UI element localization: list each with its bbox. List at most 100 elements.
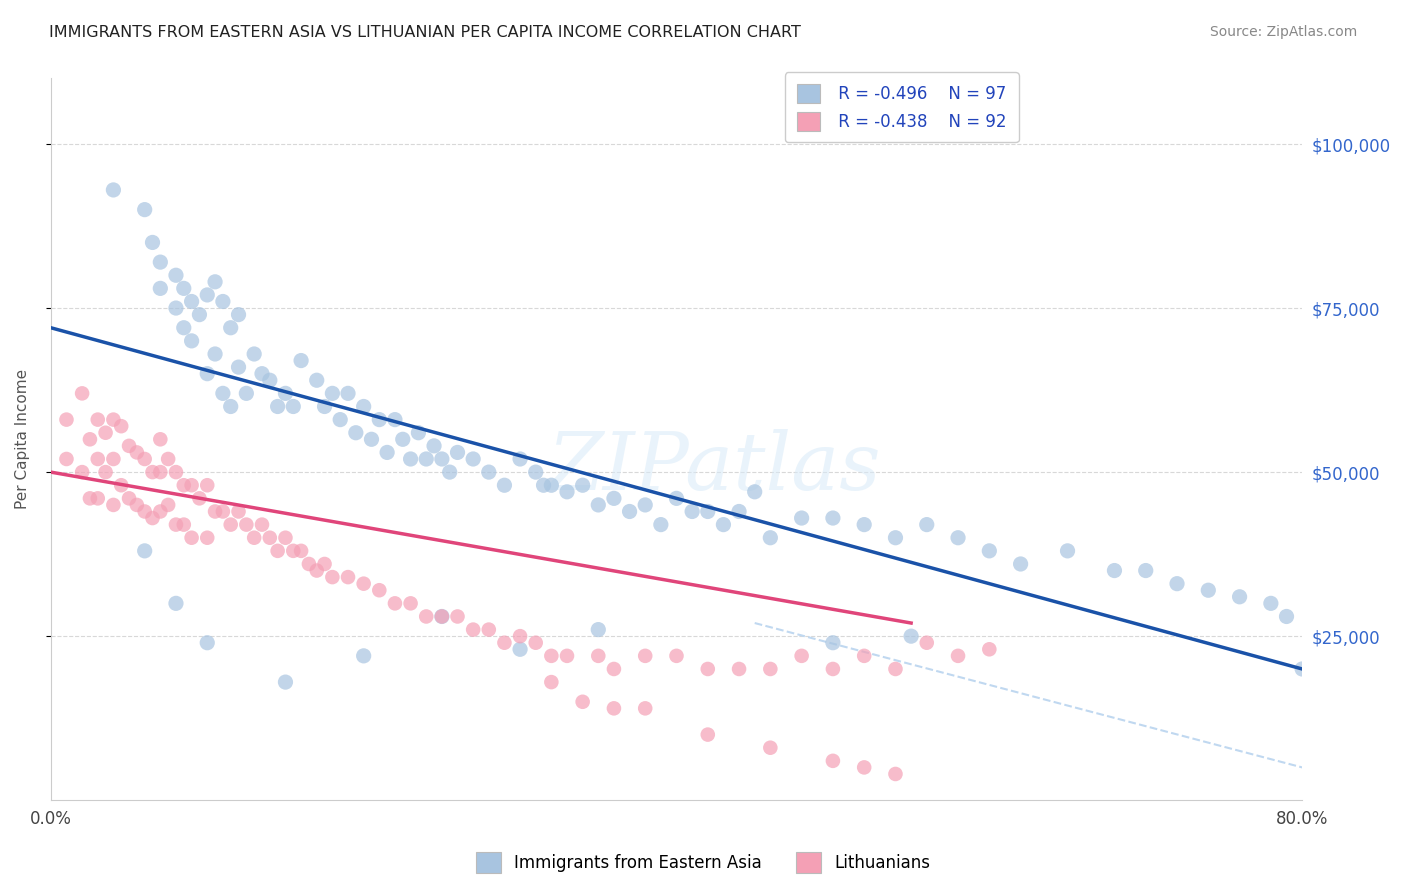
Point (665, 491, 688, 506)
Point (94, 425, 117, 440)
Point (728, 504, 751, 518)
Point (408, 425, 430, 440)
Point (790, 648, 813, 663)
Point (79, 491, 101, 506)
Point (853, 760, 876, 774)
Point (446, 609, 468, 624)
Point (329, 412, 352, 426)
Point (900, 629, 922, 643)
Point (195, 636, 218, 650)
Point (149, 255, 172, 269)
Point (141, 511, 163, 525)
Point (946, 531, 969, 545)
Point (235, 386, 257, 401)
Point (391, 432, 413, 446)
Point (853, 648, 876, 663)
Point (588, 623, 610, 637)
Point (665, 648, 688, 663)
Point (540, 675, 562, 690)
Point (141, 235, 163, 250)
Point (195, 531, 218, 545)
Point (266, 544, 288, 558)
Point (494, 636, 516, 650)
Point (125, 498, 148, 512)
Point (728, 662, 751, 676)
Point (979, 544, 1001, 558)
Point (1104, 564, 1126, 578)
Point (250, 367, 273, 381)
Point (540, 478, 562, 492)
Point (204, 275, 226, 289)
Point (696, 728, 718, 742)
Point (478, 465, 501, 479)
Point (180, 531, 202, 545)
Text: Source: ZipAtlas.com: Source: ZipAtlas.com (1209, 25, 1357, 39)
Point (243, 347, 266, 361)
Point (399, 452, 422, 467)
Point (305, 564, 328, 578)
Point (634, 701, 657, 715)
Point (353, 400, 375, 414)
Point (250, 517, 273, 532)
Point (571, 695, 593, 709)
Point (571, 478, 593, 492)
Point (55, 452, 77, 467)
Point (360, 432, 382, 446)
Point (204, 504, 226, 518)
Point (619, 504, 641, 518)
Point (524, 636, 547, 650)
Point (298, 557, 321, 571)
Point (946, 648, 969, 663)
Point (821, 662, 844, 676)
Point (110, 478, 132, 492)
Point (180, 478, 202, 492)
Legend: Immigrants from Eastern Asia, Lithuanians: Immigrants from Eastern Asia, Lithuanian… (470, 846, 936, 880)
Point (321, 386, 343, 401)
Point (235, 517, 257, 532)
Point (650, 517, 672, 532)
Point (344, 425, 367, 440)
Point (157, 498, 180, 512)
Point (603, 662, 626, 676)
Legend:  R = -0.496    N = 97,  R = -0.438    N = 92: R = -0.496 N = 97, R = -0.438 N = 92 (785, 72, 1018, 143)
Point (853, 517, 876, 532)
Point (180, 294, 202, 309)
Point (399, 596, 422, 610)
Point (540, 648, 562, 663)
Point (681, 504, 703, 518)
Point (494, 478, 516, 492)
Text: IMMIGRANTS FROM EASTERN ASIA VS LITHUANIAN PER CAPITA INCOME CORRELATION CHART: IMMIGRANTS FROM EASTERN ASIA VS LITHUANI… (49, 25, 801, 40)
Point (509, 452, 531, 467)
Point (446, 445, 468, 459)
Point (290, 353, 312, 368)
Point (337, 386, 360, 401)
Point (915, 636, 938, 650)
Point (103, 183, 125, 197)
Point (696, 662, 718, 676)
Point (110, 419, 132, 434)
Point (314, 557, 336, 571)
Point (219, 400, 242, 414)
Point (430, 452, 453, 467)
Point (884, 662, 907, 676)
Point (79, 432, 101, 446)
Point (118, 439, 141, 453)
Point (463, 452, 485, 467)
Point (884, 531, 907, 545)
Point (430, 609, 453, 624)
Point (103, 498, 125, 512)
Point (70, 386, 93, 401)
Point (1056, 544, 1078, 558)
Point (173, 478, 195, 492)
Point (1166, 576, 1188, 591)
Point (149, 465, 172, 479)
Point (103, 412, 125, 426)
Point (118, 491, 141, 506)
Point (368, 412, 391, 426)
Point (384, 596, 406, 610)
Point (1229, 590, 1251, 604)
Point (759, 740, 782, 755)
Point (353, 648, 375, 663)
Point (1275, 609, 1298, 624)
Point (134, 452, 156, 467)
